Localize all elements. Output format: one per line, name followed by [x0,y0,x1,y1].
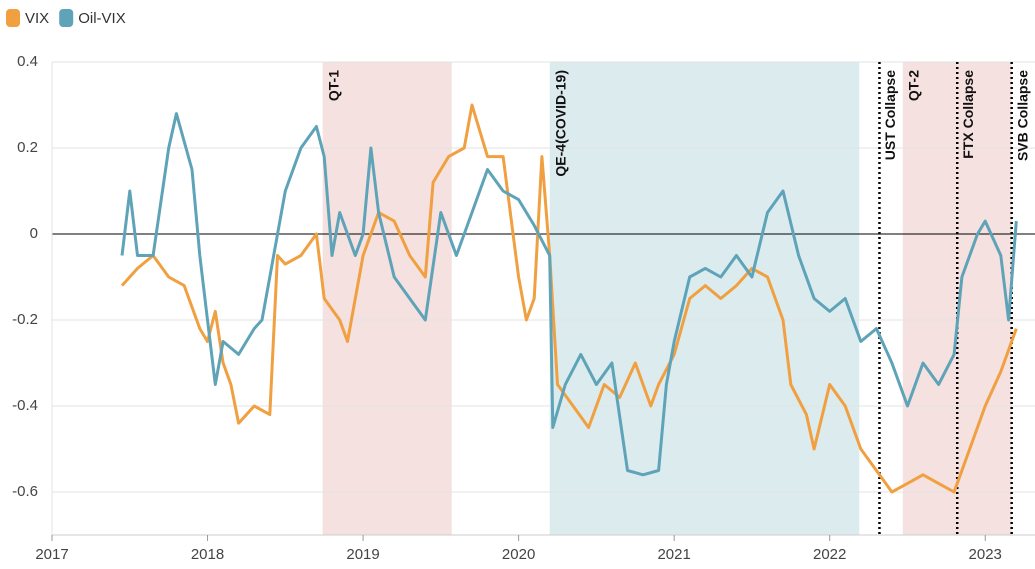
region [322,62,452,535]
x-tick-label: 2022 [813,546,846,563]
y-tick-label: -0.6 [12,483,38,500]
x-tick-label: 2019 [346,546,379,563]
region-label: QT-1 [325,70,341,101]
legend-label: Oil-VIX [78,10,126,27]
x-tick-label: 2021 [657,546,690,563]
region-label: QE-4(COVID-19) [552,70,568,177]
x-tick-label: 2017 [35,546,68,563]
series-line [120,112,1018,477]
event-label: UST Collapse [882,70,898,160]
region-label: QT-2 [905,70,921,101]
legend-swatch [6,9,20,27]
y-tick-label: -0.4 [12,397,38,414]
region [549,62,860,535]
y-tick-label: -0.2 [12,311,38,328]
x-tick-label: 2023 [969,546,1002,563]
series-line [120,103,1018,494]
legend-label: VIX [25,10,49,27]
event-label: SVB Collapse [1014,70,1030,161]
y-tick-label: 0.2 [17,139,38,156]
legend-swatch [59,9,74,27]
y-tick-label: 0 [30,225,38,242]
x-tick-label: 2018 [191,546,224,563]
y-tick-label: 0.4 [17,53,38,70]
event-label: FTX Collapse [960,70,976,159]
x-tick-label: 2020 [502,546,535,563]
